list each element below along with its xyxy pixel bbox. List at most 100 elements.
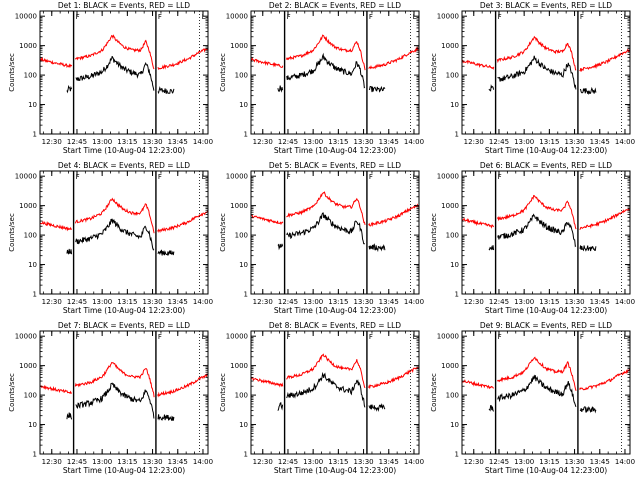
x-tick-label: 13:00	[514, 458, 534, 466]
x-tick-label: 13:00	[514, 138, 534, 146]
x-tick-label: 13:45	[379, 298, 399, 306]
y-tick-label: 10000	[437, 173, 459, 181]
x-tick-label: 12:45	[489, 138, 509, 146]
x-tick-label: 13:30	[564, 298, 584, 306]
y-tick-label: 1000	[230, 42, 248, 50]
lld-series-line-det5	[251, 191, 419, 228]
y-tick-label: 10	[28, 261, 37, 269]
region-marker-label: F	[369, 173, 373, 181]
x-tick-label: 13:00	[303, 138, 323, 146]
y-axis-label: Counts/sec	[8, 213, 16, 252]
y-tick-label: 10000	[226, 173, 248, 181]
x-tick-label: 13:45	[590, 138, 610, 146]
plot-frame	[250, 330, 420, 455]
x-tick-label: 13:45	[379, 138, 399, 146]
region-marker-label: L	[202, 173, 206, 181]
panel-title: Det 1: BLACK = Events, RED = LLD	[58, 1, 190, 10]
y-tick-label: 10	[450, 101, 459, 109]
x-axis-label: Start Time (10-Aug-04 12:23:00)	[485, 466, 607, 475]
panel-title: Det 9: BLACK = Events, RED = LLD	[480, 321, 612, 330]
region-marker-label: F	[498, 333, 502, 341]
plot-frame	[39, 170, 209, 295]
y-tick-label: 100	[24, 392, 37, 400]
x-tick-label: 13:30	[564, 138, 584, 146]
y-tick-label: 100	[446, 392, 459, 400]
x-tick-label: 12:30	[253, 458, 273, 466]
x-tick-label: 13:00	[92, 138, 112, 146]
x-tick-label: 13:15	[328, 298, 348, 306]
panel-det-4: 1 10 100 1000 10000 12:30 12:45 13:00 13:15 13:30…	[8, 161, 213, 315]
y-tick-label: 10	[450, 261, 459, 269]
events-series-line-det2	[277, 52, 386, 93]
panel-det-7: 1 10 100 1000 10000 12:30 12:45 13:00 13:15 13:30…	[8, 321, 213, 475]
x-tick-label: 12:45	[278, 458, 298, 466]
y-tick-label: 1	[244, 451, 248, 459]
y-axis-label: Counts/sec	[219, 373, 227, 412]
y-tick-label: 10000	[226, 333, 248, 341]
region-marker-label: F	[76, 333, 80, 341]
region-marker-label: F	[287, 333, 291, 341]
x-tick-label: 12:30	[42, 298, 62, 306]
x-tick-label: 14:00	[193, 298, 213, 306]
panel-det-8: 1 10 100 1000 10000 12:30 12:45 13:00 13:15 13:30…	[219, 321, 424, 475]
panel-det-6: 1 10 100 1000 10000 12:30 12:45 13:00 13:15 13:30…	[430, 161, 635, 315]
y-tick-label: 1000	[19, 202, 37, 210]
region-marker-label: F	[158, 13, 162, 21]
x-tick-label: 12:45	[278, 298, 298, 306]
x-tick-label: 14:00	[615, 298, 635, 306]
x-tick-label: 13:45	[168, 298, 188, 306]
plot-frame	[461, 10, 631, 135]
x-tick-label: 13:30	[142, 138, 162, 146]
x-tick-label: 12:30	[253, 138, 273, 146]
x-tick-label: 12:45	[67, 138, 87, 146]
x-axis-label: Start Time (10-Aug-04 12:23:00)	[485, 306, 607, 315]
region-marker-label: F	[580, 13, 584, 21]
x-tick-label: 13:15	[328, 138, 348, 146]
x-tick-label: 12:45	[278, 138, 298, 146]
y-axis-label: Counts/sec	[8, 53, 16, 92]
x-tick-label: 13:45	[590, 298, 610, 306]
region-marker-label: F	[287, 173, 291, 181]
x-tick-label: 13:15	[328, 458, 348, 466]
x-tick-label: 12:30	[253, 298, 273, 306]
events-series-line-det1	[66, 55, 175, 95]
region-marker-label: F	[287, 13, 291, 21]
x-tick-label: 13:30	[353, 298, 373, 306]
x-tick-label: 14:00	[615, 138, 635, 146]
region-marker-label: L	[202, 333, 206, 341]
x-tick-label: 14:00	[615, 458, 635, 466]
y-tick-label: 10	[28, 101, 37, 109]
x-tick-label: 13:15	[117, 298, 137, 306]
x-tick-label: 13:15	[117, 458, 137, 466]
y-tick-label: 1	[455, 131, 459, 139]
y-axis-label: Counts/sec	[430, 53, 438, 92]
y-tick-label: 1000	[441, 42, 459, 50]
region-marker-label: F	[369, 333, 373, 341]
lld-series-line-det9	[461, 356, 631, 391]
panel-title: Det 8: BLACK = Events, RED = LLD	[269, 321, 401, 330]
region-marker-label: L	[202, 13, 206, 21]
plot-frame	[461, 170, 631, 295]
y-tick-label: 100	[235, 392, 248, 400]
x-axis-label: Start Time (10-Aug-04 12:23:00)	[485, 146, 607, 155]
x-tick-label: 12:45	[489, 458, 509, 466]
y-tick-label: 10	[239, 261, 248, 269]
y-tick-label: 1	[455, 451, 459, 459]
x-axis-label: Start Time (10-Aug-04 12:23:00)	[63, 146, 185, 155]
panel-title: Det 5: BLACK = Events, RED = LLD	[269, 161, 401, 170]
y-tick-label: 100	[235, 72, 248, 80]
x-tick-label: 12:45	[489, 298, 509, 306]
y-tick-label: 1000	[441, 362, 459, 370]
x-axis-label: Start Time (10-Aug-04 12:23:00)	[63, 306, 185, 315]
y-tick-label: 10	[239, 421, 248, 429]
x-tick-label: 13:30	[142, 458, 162, 466]
lld-series-line-det4	[39, 197, 209, 234]
panel-det-3: 1 10 100 1000 10000 12:30 12:45 13:00 13:15 13:30…	[430, 1, 635, 155]
panel-title: Det 4: BLACK = Events, RED = LLD	[58, 161, 190, 170]
y-tick-label: 100	[24, 72, 37, 80]
region-marker-label: L	[413, 333, 417, 341]
x-tick-label: 14:00	[404, 298, 424, 306]
region-marker-label: L	[624, 333, 628, 341]
x-tick-label: 13:15	[539, 458, 559, 466]
